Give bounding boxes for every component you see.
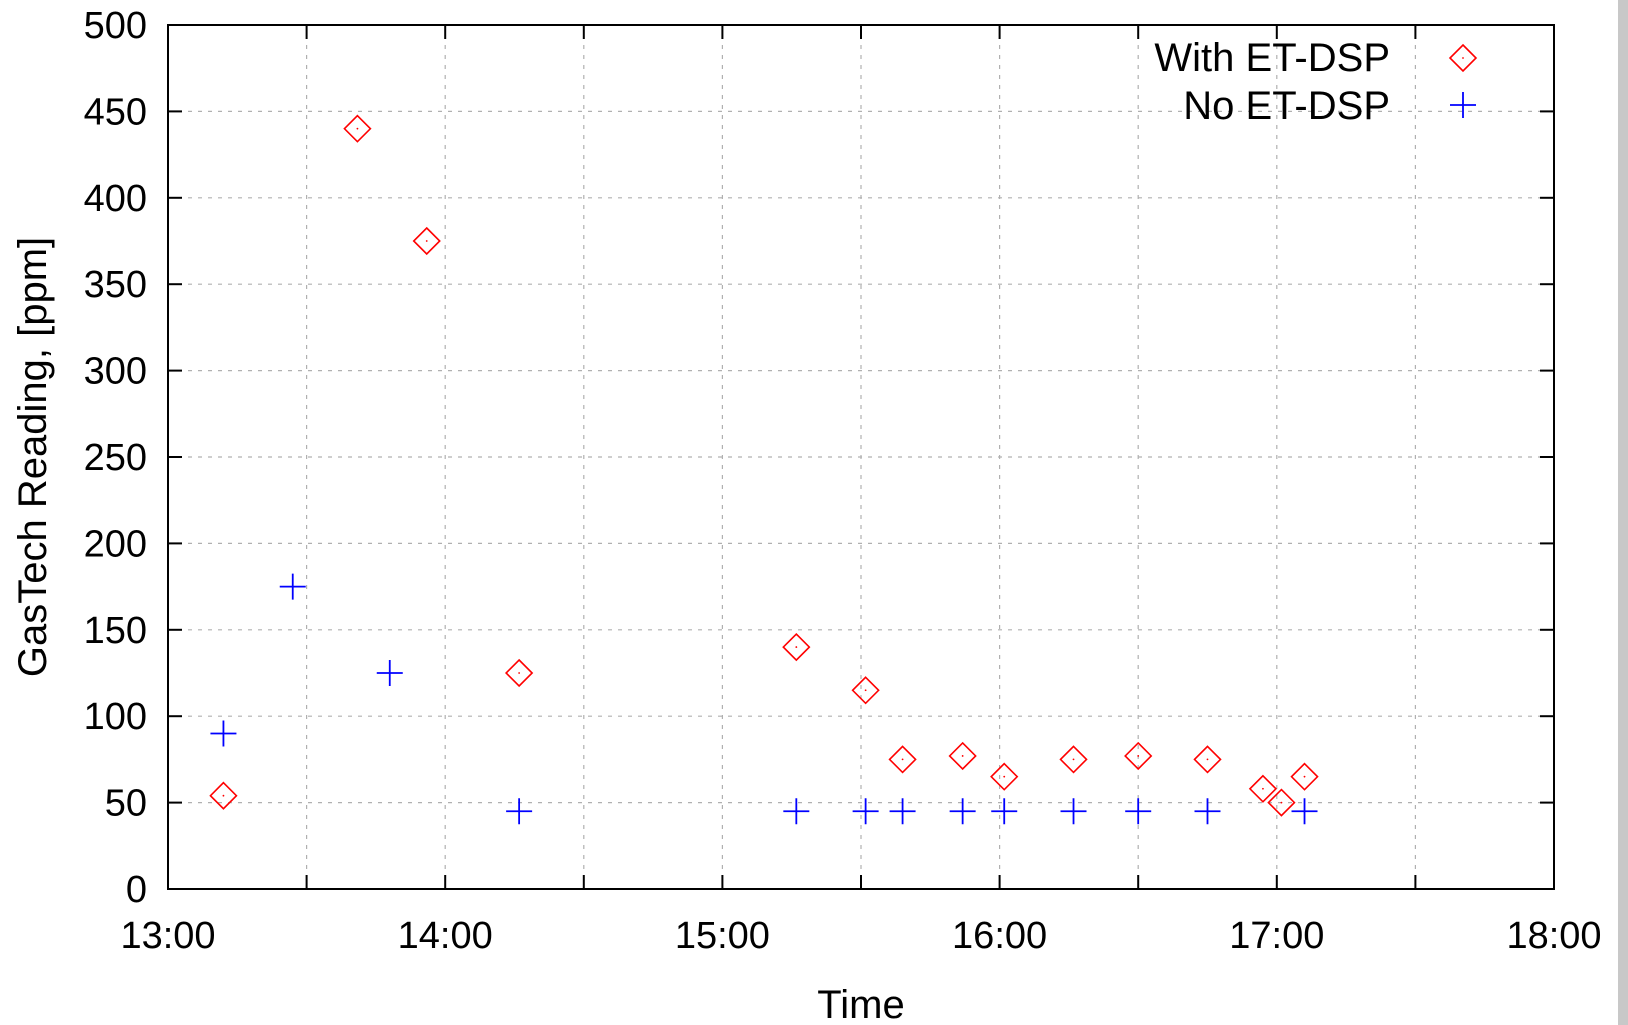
x-tick-labels: 13:00 14:00 15:00 16:00 17:00 18:00 xyxy=(120,915,1601,957)
x-tick-label: 13:00 xyxy=(120,915,215,957)
y-tick-label: 300 xyxy=(84,351,147,393)
legend-label-with-et-dsp: With ET-DSP xyxy=(1154,36,1390,80)
data-point-diamond xyxy=(782,632,811,662)
data-point-diamond xyxy=(1290,762,1319,791)
legend-label-no-et-dsp: No ET-DSP xyxy=(1183,84,1390,128)
y-tick-label: 0 xyxy=(126,869,147,911)
data-point-diamond xyxy=(504,658,534,688)
y-tick-label: 350 xyxy=(84,264,147,306)
series-no-et-dsp xyxy=(210,573,1318,825)
data-point-plus xyxy=(949,798,976,825)
y-tick-label: 100 xyxy=(84,696,147,738)
data-point-diamond xyxy=(1248,774,1278,803)
y-tick-label: 150 xyxy=(84,610,147,652)
y-tick-label: 450 xyxy=(84,91,147,133)
series-with-et-dsp xyxy=(209,114,1319,817)
x-tick-label: 16:00 xyxy=(952,915,1047,957)
data-point-diamond xyxy=(1193,745,1222,774)
legend-marker-plus xyxy=(1450,92,1476,118)
data-point-diamond xyxy=(209,781,238,810)
data-point-diamond xyxy=(990,762,1019,791)
legend-markers xyxy=(1448,43,1478,118)
data-point-plus xyxy=(1060,798,1087,825)
data-point-plus xyxy=(1194,798,1221,825)
legend-marker-diamond xyxy=(1448,43,1478,73)
data-point-plus xyxy=(210,720,237,747)
data-point-plus xyxy=(506,798,533,825)
y-tick-labels: 0 50 100 150 200 250 300 350 400 450 500 xyxy=(84,5,147,911)
data-point-plus xyxy=(376,660,403,686)
legend: With ET-DSP No ET-DSP xyxy=(1154,36,1478,128)
x-tick-label: 18:00 xyxy=(1506,915,1601,957)
data-point-plus xyxy=(852,798,879,825)
x-axis-label: Time xyxy=(817,983,904,1025)
y-tick-label: 200 xyxy=(84,523,147,565)
plot-frame xyxy=(167,24,1555,890)
y-tick-label: 250 xyxy=(84,437,147,479)
data-points xyxy=(209,114,1319,825)
data-point-diamond xyxy=(343,114,372,143)
data-point-plus xyxy=(1125,798,1152,825)
data-point-plus xyxy=(279,573,306,600)
data-point-plus xyxy=(1291,798,1318,825)
y-axis-label: GasTech Reading, [ppm] xyxy=(11,237,55,677)
y-tick-label: 500 xyxy=(84,5,147,47)
data-point-plus xyxy=(991,798,1018,825)
window-edge xyxy=(1618,0,1628,1025)
x-tick-label: 15:00 xyxy=(675,915,770,957)
data-point-plus xyxy=(783,798,810,825)
data-point-diamond xyxy=(851,676,880,705)
y-tick-label: 400 xyxy=(84,178,147,220)
data-point-diamond xyxy=(888,745,917,774)
data-point-diamond xyxy=(1059,745,1088,774)
data-point-plus xyxy=(889,798,916,825)
data-point-diamond xyxy=(1267,788,1296,817)
grid xyxy=(168,25,1554,889)
x-tick-label: 17:00 xyxy=(1229,915,1324,957)
data-point-diamond xyxy=(412,226,441,256)
y-tick-label: 50 xyxy=(105,783,147,825)
data-point-diamond xyxy=(1124,741,1153,771)
data-point-diamond xyxy=(948,741,977,771)
x-tick-label: 14:00 xyxy=(398,915,493,957)
